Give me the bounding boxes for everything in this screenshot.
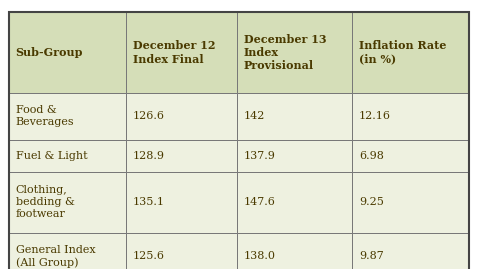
Text: 142: 142 <box>244 111 265 121</box>
Text: 9.87: 9.87 <box>359 251 384 261</box>
Text: December 13
Index
Provisional: December 13 Index Provisional <box>244 34 326 71</box>
Text: General Index
(All Group): General Index (All Group) <box>16 245 95 268</box>
Text: Food &
Beverages: Food & Beverages <box>16 105 74 127</box>
Bar <box>237 140 352 172</box>
Bar <box>9 172 126 233</box>
Text: 6.98: 6.98 <box>359 151 384 161</box>
Text: 12.16: 12.16 <box>359 111 391 121</box>
Bar <box>237 93 352 140</box>
Bar <box>352 140 469 172</box>
Bar <box>352 93 469 140</box>
Text: Fuel & Light: Fuel & Light <box>16 151 87 161</box>
Text: Sub-Group: Sub-Group <box>16 47 83 58</box>
Bar <box>237 12 352 93</box>
Text: 125.6: 125.6 <box>133 251 165 261</box>
Bar <box>126 140 237 172</box>
Text: 128.9: 128.9 <box>133 151 165 161</box>
Bar <box>126 12 237 93</box>
Text: 9.25: 9.25 <box>359 197 384 207</box>
Text: 137.9: 137.9 <box>244 151 275 161</box>
Bar <box>352 233 469 269</box>
Text: 138.0: 138.0 <box>244 251 276 261</box>
Bar <box>126 93 237 140</box>
Bar <box>9 93 126 140</box>
Bar <box>352 172 469 233</box>
Bar <box>126 233 237 269</box>
Bar <box>352 12 469 93</box>
Bar <box>9 140 126 172</box>
Bar <box>9 233 126 269</box>
Text: 135.1: 135.1 <box>133 197 165 207</box>
Text: 147.6: 147.6 <box>244 197 275 207</box>
Bar <box>9 12 126 93</box>
Text: Clothing,
bedding &
footwear: Clothing, bedding & footwear <box>16 185 75 220</box>
Bar <box>126 172 237 233</box>
Text: 126.6: 126.6 <box>133 111 165 121</box>
Text: Inflation Rate
(in %): Inflation Rate (in %) <box>359 40 446 65</box>
Bar <box>237 233 352 269</box>
Bar <box>237 172 352 233</box>
Text: December 12
Index Final: December 12 Index Final <box>133 40 215 65</box>
